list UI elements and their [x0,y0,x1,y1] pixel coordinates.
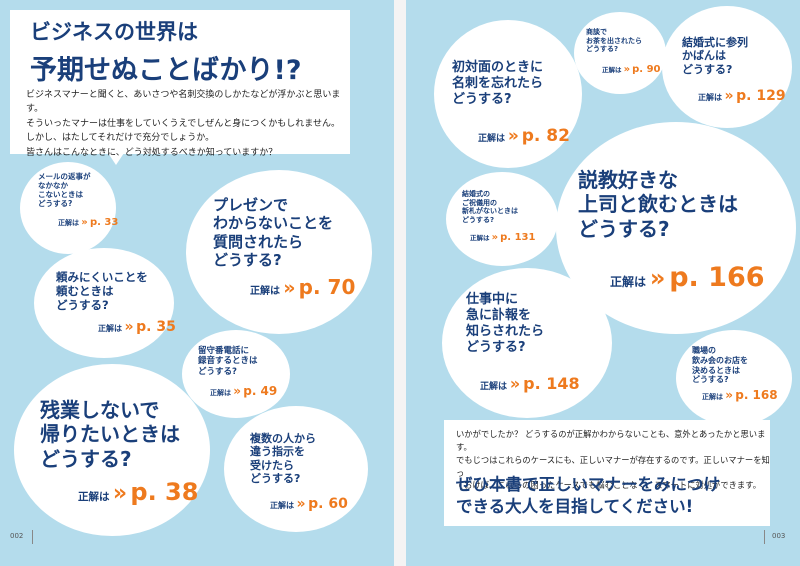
answer-page: p. 131 [500,232,536,243]
answer-rusuden: 正解は » p. 49 [210,384,277,398]
answer-label: 正解は [478,134,506,144]
answer-label: 正解は [210,389,231,397]
question-text-shodan: 商談で お茶を出されたら どうする? [586,28,642,54]
answer-zangyo: 正解は » p. 38 [78,478,198,506]
answer-meishi: 正解は » p. 82 [478,126,570,146]
chevron-icon: » [724,88,734,104]
question-bubble-shugi [446,172,558,266]
intro-speech-box [10,10,350,154]
answer-page: p. 35 [136,319,176,335]
answer-page: p. 168 [735,388,778,402]
answer-label: 正解は [702,393,723,401]
question-text-sekkyo: 説教好きな 上司と飲むときは どうする? [578,168,738,241]
answer-label: 正解は [58,219,79,227]
intro-body: ビジネスマナーと聞くと、あいさつや名刺交換のしかたなどが浮かぶと思います。 そう… [26,90,341,158]
chevron-icon: » [233,384,241,398]
question-text-nomikai: 職場の 飲み会のお店を 決めるときは どうする? [692,346,748,385]
closing-body: いかがでしたか？ どうするのが正解かわからないことも、意外とあったかと思います。… [456,429,770,491]
chevron-icon: » [491,232,499,243]
question-text-fuho: 仕事中に 急に訃報を 知らされたら どうする? [466,292,545,355]
question-bubble-rusuden [182,330,290,418]
chevron-icon: » [283,277,296,299]
answer-label: 正解は [250,286,280,297]
question-text-zangyo: 残業しないで 帰りたいときは どうする? [40,398,180,471]
answer-page: p. 166 [669,262,765,293]
page-number-right: 003 [772,532,786,540]
question-bubble-fukusu [224,406,368,532]
gutter [394,0,406,566]
folio-rule [32,530,33,544]
question-text-mail: メールの返事が なかなか こないときは どうする? [38,172,91,209]
question-text-fukusu: 複数の人から 違う指示を 受けたら どうする? [250,432,316,486]
question-bubble-zangyo [14,364,210,536]
page-number-left: 002 [10,532,24,540]
answer-shodan: 正解は » p. 90 [602,64,660,75]
intro-speech-tail [108,153,124,165]
answer-fuho: 正解は » p. 148 [480,374,580,393]
answer-sekkyo: 正解は » p. 166 [610,262,765,293]
chevron-icon: » [124,319,134,335]
question-bubble-nomikai [676,330,792,426]
answer-label: 正解は [98,324,122,333]
answer-mail: 正解は » p. 33 [58,217,118,228]
chevron-icon: » [112,481,128,506]
answer-page: p. 82 [521,126,570,146]
answer-page: p. 90 [632,64,661,75]
left-page: ビジネスの世界は 予期せぬことばかり!? ビジネスマナーと聞くと、あいさつや名刺… [0,0,394,566]
chevron-icon: » [81,217,88,228]
answer-label: 正解は [470,234,490,242]
question-text-rusuden: 留守番電話に 録音するときは どうする? [198,346,258,377]
question-text-presen: プレゼンで わからないことを 質問されたら どうする? [213,196,334,269]
question-bubble-meishi [434,20,582,168]
question-text-shugi: 結婚式の ご祝儀用の 新札がないときは どうする? [462,190,518,224]
chevron-icon: » [509,374,521,393]
intro-heading-line1: ビジネスの世界は [30,20,198,44]
chevron-icon: » [507,126,519,146]
answer-page: p. 70 [298,275,356,299]
answer-fukusu: 正解は » p. 60 [270,496,348,512]
question-bubble-presen [186,170,372,334]
answer-page: p. 33 [89,217,119,228]
answer-label: 正解は [610,275,647,289]
answer-presen: 正解は » p. 70 [250,275,355,299]
answer-page: p. 129 [736,88,786,104]
chevron-icon: » [623,64,631,75]
answer-label: 正解は [480,382,508,392]
chevron-icon: » [296,496,306,512]
answer-nomikai: 正解は » p. 168 [702,388,778,402]
right-page: 初対面のときに 名刺を忘れたら どうする? 正解は » p. 82 商談で お茶… [406,0,800,566]
closing-headline: ぜひ本書で正しいマナーをみにつけ できる大人を目指してください! [456,475,720,517]
answer-tanomi: 正解は » p. 35 [98,319,176,335]
intro-heading-line2: 予期せぬことばかり!? [30,55,302,86]
answer-page: p. 49 [243,384,278,398]
question-bubble-tanomi [34,248,174,358]
answer-label: 正解は [602,66,622,74]
question-bubble-shodan [574,12,666,94]
answer-label: 正解は [270,501,294,510]
answer-shugi: 正解は » p. 131 [470,232,535,243]
question-bubble-fuho [442,268,612,418]
question-text-tanomi: 頼みにくいことを 頼むときは どうする? [56,270,148,313]
answer-page: p. 60 [308,496,348,512]
answer-label: 正解は [78,491,110,503]
folio-rule [764,530,765,544]
question-bubble-kekkon [662,6,792,128]
question-text-kekkon: 結婚式に参列 かばんは どうする? [682,36,748,76]
closing-box [444,420,770,526]
answer-kekkon: 正解は » p. 129 [698,88,786,104]
answer-page: p. 148 [523,374,580,393]
question-text-meishi: 初対面のときに 名刺を忘れたら どうする? [452,60,544,107]
answer-label: 正解は [698,93,722,102]
chevron-icon: » [649,264,666,292]
chevron-icon: » [725,388,733,402]
question-bubble-mail [20,162,116,254]
answer-page: p. 38 [130,478,199,506]
